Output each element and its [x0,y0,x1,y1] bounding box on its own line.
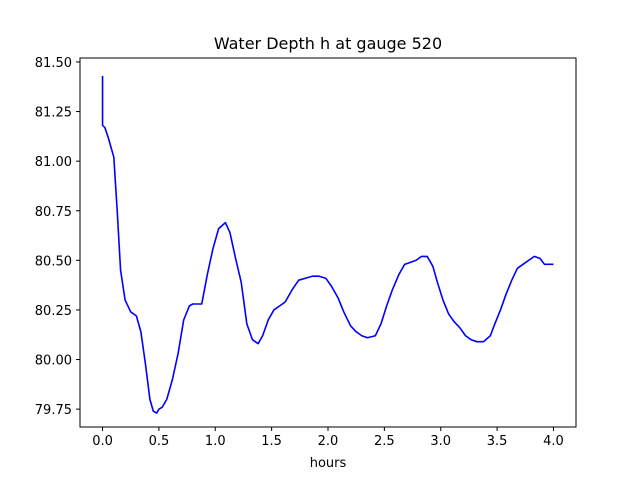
x-tick-label: 1.5 [261,434,282,449]
y-tick-label: 81.00 [35,155,72,170]
x-tick-label: 4.0 [543,434,564,449]
y-tick-label: 80.50 [35,254,72,269]
x-axis: 0.0 0.5 1.0 1.5 2.0 2.5 3.0 3.5 4.0 [92,427,564,449]
x-tick-label: 3.0 [430,434,451,449]
plot-area [101,75,554,414]
y-tick-label: 80.25 [35,304,72,319]
x-axis-label: hours [310,456,347,471]
x-tick-label: 2.5 [374,434,395,449]
chart-title: Water Depth h at gauge 520 [214,34,442,53]
x-tick-label: 0.0 [92,434,113,449]
y-tick-label: 81.25 [35,106,72,121]
x-tick-label: 0.5 [149,434,170,449]
y-tick-label: 80.75 [35,205,72,220]
y-tick-label: 80.00 [35,354,72,369]
axes-frame [79,57,577,428]
y-axis: 79.75 80.00 80.25 80.50 80.75 81.00 81.25 81.50 [35,56,80,418]
series-line [101,75,554,414]
x-tick-label: 3.5 [487,434,508,449]
x-tick-label: 2.0 [318,434,339,449]
y-tick-label: 81.50 [35,56,72,71]
x-tick-label: 1.0 [205,434,226,449]
y-tick-label: 79.75 [35,403,72,418]
